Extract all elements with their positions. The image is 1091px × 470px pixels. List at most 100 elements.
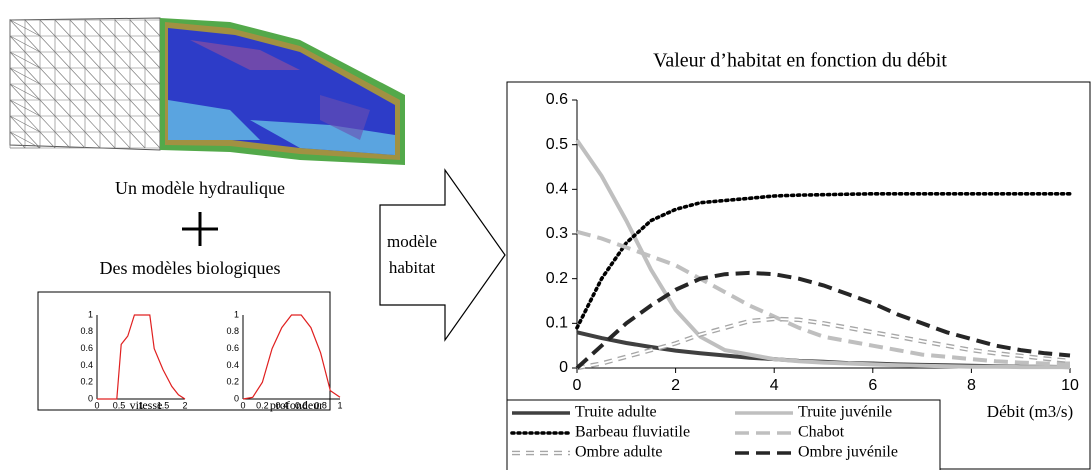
y-tick-label: 1 [88,309,93,319]
mesh-line [54,67,71,85]
mesh-line [9,51,26,69]
mesh-line [24,35,41,53]
hydraulic-label: Un modèle hydraulique [115,178,285,198]
mesh-line [69,99,86,117]
mesh-line [9,51,41,69]
y-tick-label: 0.8 [80,326,93,336]
mesh-line [114,131,131,149]
y-tick-label: 0.1 [546,315,568,332]
y-tick-label: 0.2 [546,270,568,287]
legend-label: Truite juvénile [798,404,892,421]
mesh-line [129,51,146,69]
y-tick-label: 0.6 [80,343,93,353]
x-tick-label: 0.2 [256,401,269,411]
y-tick-label: 0 [234,393,239,403]
mesh-line [144,115,161,133]
mesh-line [99,67,116,85]
mesh-line [84,51,101,69]
mesh-line [69,67,86,85]
mesh-line [24,19,41,37]
mesh-line [99,51,116,69]
x-tick-label: 2 [182,401,187,411]
mesh-line [129,131,146,149]
x-tick-label: 0 [573,377,582,394]
y-tick-label: 0.2 [80,377,93,387]
mesh-line [9,19,41,37]
series-line [575,192,1072,330]
legend-box [506,399,941,470]
mesh-line [9,99,26,117]
legend-label: Barbeau fluviatile [575,424,690,441]
mesh-image [9,17,405,165]
y-tick-label: 0.4 [226,360,239,370]
mesh-line [39,83,56,101]
arrow-label: modèle [387,232,437,251]
mesh-line [54,51,71,69]
mesh-line [84,35,101,53]
mesh-line [24,131,41,149]
mesh-line [54,115,71,133]
mesh-line [114,19,131,37]
mesh-line [9,67,26,85]
series-line-inner [576,317,1071,369]
mesh-line [9,19,26,37]
y-tick-label: 0.6 [226,343,239,353]
mesh-line [129,35,146,53]
chart-title: Valeur d’habitat en fonction du débit [653,50,947,72]
y-tick-label: 0.3 [546,225,568,242]
y-tick-label: 1 [234,309,239,319]
mesh-line [9,83,26,101]
x-tick-label: 6 [868,377,877,394]
mesh-line [69,35,86,53]
y-tick-label: 0.2 [226,377,239,387]
mesh-line [24,115,41,133]
mesh-line [84,115,101,133]
mesh-line [129,115,146,133]
mesh-line [69,83,86,101]
x-tick-label: 10 [1061,377,1079,394]
plus-sign [182,212,218,246]
mesh-line [129,99,146,117]
mesh-line [99,35,116,53]
mesh-line [54,131,71,149]
series-line [575,270,1071,370]
mesh-line [9,35,26,53]
mesh-line [144,19,161,37]
mesh-line [9,131,26,149]
biological-label: Des modèles biologiques [100,258,281,278]
bio-box [37,291,331,411]
mesh-line [114,115,131,133]
mesh-line [9,99,41,117]
mesh-line [129,19,146,37]
arrow [379,168,506,342]
x-tick-label: 0 [94,401,99,411]
mesh-line [9,131,41,149]
mesh-line [39,67,56,85]
mesh-line [69,131,86,149]
mesh-line [144,131,161,149]
mesh-line [39,19,56,37]
y-tick-label: 0 [88,393,93,403]
legend-label: Ombre juvénile [798,444,898,461]
mesh-line [144,51,161,69]
mesh-line [24,83,41,101]
mesh-line [39,99,56,117]
mesh-line [99,115,116,133]
mesh-line [9,115,26,133]
y-tick-label: 0.5 [546,136,568,153]
x-tick-label: 0.5 [113,401,126,411]
mesh-line [99,131,116,149]
mesh-line [114,83,131,101]
mesh-line [54,99,71,117]
y-tick-label: 0 [559,359,568,376]
mesh-line [144,83,161,101]
mesh-line [84,19,101,37]
x-tick-label: 1 [138,401,143,411]
x-axis-label: vitesse [130,398,163,412]
mesh-line [54,83,71,101]
mesh-line [54,35,71,53]
legend-label: Truite adulte [575,404,657,421]
legend-label: Chabot [798,424,845,441]
mesh-line [9,67,41,85]
series-line [97,314,186,400]
